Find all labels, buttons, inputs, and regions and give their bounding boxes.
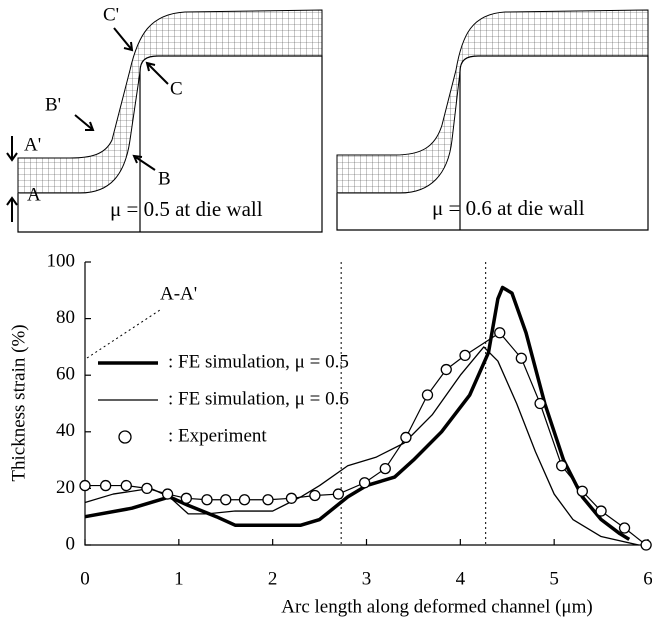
data-point [142, 483, 152, 493]
x-tick-label: 0 [80, 568, 90, 589]
x-tick-label: 3 [362, 568, 372, 589]
x-tick-label: 4 [456, 568, 466, 589]
point-label: A' [24, 134, 41, 155]
point-label: B' [45, 94, 61, 115]
y-tick-label: 100 [47, 250, 76, 271]
data-point [163, 489, 173, 499]
data-point [221, 495, 231, 505]
data-point [80, 481, 90, 491]
y-axis-label: Thickness strain (%) [8, 324, 29, 481]
figure: C' C B' B A' A μ = 0.5 at die wall μ = 0… [0, 0, 652, 626]
data-point [121, 481, 131, 491]
data-point [460, 350, 470, 360]
x-tick-label: 5 [549, 568, 559, 589]
data-point [516, 353, 526, 363]
mesh-panel: μ = 0.6 at die wall [337, 10, 648, 230]
data-point [333, 489, 343, 499]
data-point [380, 464, 390, 474]
data-point [360, 478, 370, 488]
y-tick-label: 20 [56, 477, 75, 498]
data-point [181, 493, 191, 503]
y-tick-label: 40 [56, 420, 75, 441]
x-tick-label: 6 [643, 568, 652, 589]
point-label: C [170, 78, 183, 99]
legend-label: : Experiment [168, 425, 267, 446]
annotation: A-A' [160, 283, 197, 304]
caption: μ = 0.5 at die wall [110, 197, 263, 221]
caption: μ = 0.6 at die wall [432, 196, 585, 220]
x-tick-label: 1 [174, 568, 184, 589]
data-point [495, 328, 505, 338]
data-point [101, 481, 111, 491]
x-tick-label: 2 [268, 568, 278, 589]
data-point [240, 495, 250, 505]
chart: 0 20 40 60 80 100 0 1 2 3 4 5 6 A-A' Arc length along … [8, 250, 652, 617]
x-axis-label: Arc length along deformed channel (μm) [281, 596, 592, 617]
data-point [577, 486, 587, 496]
annotation-line [87, 310, 160, 358]
y-tick-label: 80 [56, 307, 75, 328]
data-point [620, 523, 630, 533]
data-point [422, 390, 432, 400]
data-point [286, 493, 296, 503]
legend-marker [119, 431, 131, 443]
data-point [596, 506, 606, 516]
data-point [557, 461, 567, 471]
legend-label: : FE simulation, μ = 0.6 [168, 388, 349, 409]
point-label: B [158, 168, 171, 189]
point-label: C' [103, 4, 119, 25]
y-tick-label: 60 [56, 364, 75, 385]
y-tick-label: 0 [66, 533, 76, 554]
point-label: A [27, 184, 41, 205]
series-line [85, 287, 629, 539]
data-point [535, 399, 545, 409]
data-point [641, 540, 651, 550]
data-point [401, 432, 411, 442]
data-point [310, 490, 320, 500]
data-point [263, 495, 273, 505]
mesh-panel: C' C B' B A' A μ = 0.5 at die wall [7, 4, 322, 232]
data-point [202, 495, 212, 505]
data-point [441, 365, 451, 375]
legend-label: : FE simulation, μ = 0.5 [168, 351, 349, 372]
